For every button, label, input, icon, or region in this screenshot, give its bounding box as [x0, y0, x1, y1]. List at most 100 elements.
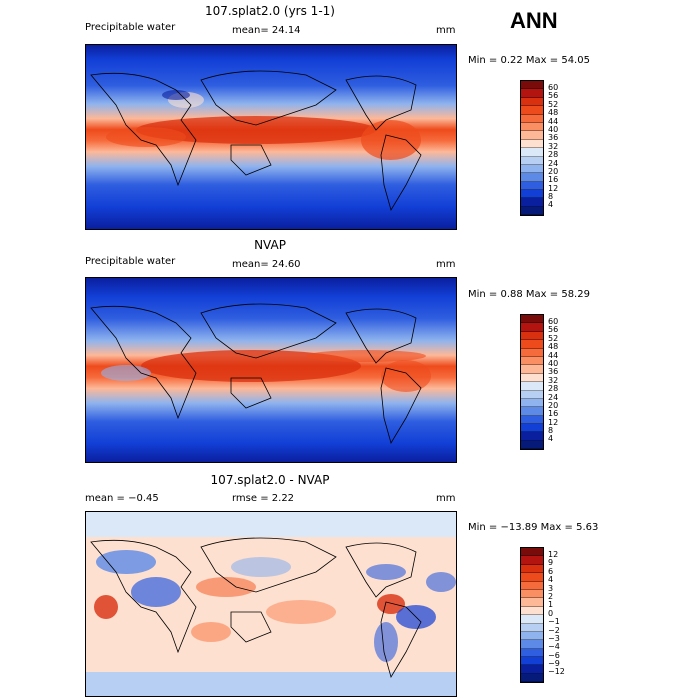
colorbar-swatch: [521, 139, 543, 149]
colorbar-swatch: [521, 556, 543, 565]
colorbar-swatch: [521, 665, 543, 674]
panel-minmax-label: Min = 0.88 Max = 58.29: [468, 289, 590, 300]
panel-mean-label: mean= 24.14: [232, 25, 301, 36]
colorbar: [520, 80, 544, 217]
panel-title: NVAP: [254, 238, 286, 252]
colorbar-swatch: [521, 390, 543, 399]
colorbar-swatch: [521, 97, 543, 107]
colorbar-swatch: [521, 340, 543, 349]
season-label: ANN: [510, 8, 558, 33]
colorbar-swatch: [521, 432, 543, 441]
colorbar-tick-label: −6: [548, 650, 560, 660]
panel-units-label: mm: [436, 259, 456, 270]
colorbar-tick-label: −12: [548, 667, 565, 677]
colorbar-tick-label: 12: [548, 183, 559, 193]
colorbar-tick-label: 60: [548, 83, 559, 92]
colorbar-tick-label: 40: [548, 124, 559, 134]
colorbar-swatch: [521, 365, 543, 374]
colorbar-swatch: [521, 190, 543, 199]
colorbar-tick-label: 48: [548, 342, 559, 352]
colorbar-tick-label: 56: [548, 91, 559, 101]
colorbar-tick-label: −1: [548, 617, 560, 627]
colorbar-tick-label: 0: [548, 608, 554, 618]
colorbar-tick-label: 24: [548, 158, 559, 168]
panel-rmse-label: rmse = 2.22: [232, 493, 295, 504]
colorbar-swatch: [521, 598, 543, 607]
colorbar-tick-label: −3: [548, 633, 560, 643]
colorbar-swatch: [521, 407, 543, 416]
colorbar-swatch: [521, 398, 543, 408]
colorbar-tick-label: −4: [548, 642, 560, 652]
colorbar-swatch: [521, 589, 543, 599]
colorbar-swatch: [521, 114, 543, 123]
colorbar-tick-label: 52: [548, 333, 559, 343]
colorbar-tick-label: 3: [548, 583, 554, 593]
colorbar-tick-label: 40: [548, 358, 559, 368]
colorbar-swatch: [521, 106, 543, 115]
colorbar-swatch: [521, 206, 543, 216]
precipitable-water-map: [85, 277, 457, 463]
colorbar-tick-label: 20: [548, 166, 559, 176]
colorbar-tick-label: 48: [548, 108, 559, 118]
colorbar-swatch: [521, 673, 543, 683]
difference-map: [85, 511, 457, 697]
panel-units-label: mm: [436, 25, 456, 36]
colorbar-tick-label: 16: [548, 409, 559, 419]
colorbar-tick-label: 4: [548, 575, 554, 585]
colorbar-swatch: [521, 348, 543, 357]
panel-title: 107.splat2.0 - NVAP: [210, 473, 330, 487]
colorbar-tick-label: 8: [548, 426, 554, 436]
panel-minmax-label: Min = 0.22 Max = 54.05: [468, 55, 590, 66]
colorbar-tick-label: 6: [548, 566, 554, 576]
colorbar-tick-label: 4: [548, 200, 554, 210]
precipitable-water-map: [85, 44, 457, 230]
colorbar-swatch: [521, 623, 543, 632]
colorbar-swatch: [521, 573, 543, 582]
colorbar-swatch: [521, 564, 543, 574]
colorbar-tick-label: 20: [548, 400, 559, 410]
colorbar-swatch: [521, 156, 543, 165]
colorbar-labels: 60 56 52 48 44 40 36 32 28 24 20 16 12 8…: [548, 83, 559, 210]
colorbar-swatch: [521, 181, 543, 191]
colorbar-swatch: [521, 548, 543, 557]
panel-mean-label: mean= 24.60: [232, 259, 301, 270]
colorbar-tick-label: 4: [548, 434, 554, 444]
colorbar-swatch: [521, 631, 543, 641]
colorbar-swatch: [521, 81, 543, 90]
panel-variable-label: Precipitable water: [85, 22, 176, 33]
colorbar-tick-label: 28: [548, 150, 559, 160]
panel-variable-label: Precipitable water: [85, 256, 176, 267]
colorbar: [520, 547, 544, 684]
colorbar-swatch: [521, 648, 543, 658]
colorbar-tick-label: 44: [548, 116, 559, 126]
colorbar-swatch: [521, 148, 543, 157]
colorbar-swatch: [521, 615, 543, 624]
colorbar-swatch: [521, 164, 543, 174]
colorbar-swatch: [521, 356, 543, 366]
colorbar-tick-label: 12: [548, 417, 559, 427]
colorbar-tick-label: 16: [548, 175, 559, 185]
colorbar-swatch: [521, 606, 543, 616]
panel-title: 107.splat2.0 (yrs 1-1): [205, 4, 335, 18]
colorbar-swatch: [521, 173, 543, 182]
colorbar-swatch: [521, 89, 543, 98]
colorbar-tick-label: 44: [548, 350, 559, 360]
colorbar-tick-label: 24: [548, 392, 559, 402]
colorbar-swatch: [521, 657, 543, 666]
panel-minmax-label: Min = −13.89 Max = 5.63: [468, 522, 599, 533]
colorbar-swatch: [521, 331, 543, 341]
colorbar-tick-label: 36: [548, 133, 559, 143]
colorbar-tick-label: 9: [548, 558, 554, 568]
colorbar-swatch: [521, 323, 543, 332]
colorbar-tick-label: 52: [548, 99, 559, 109]
colorbar-swatch: [521, 640, 543, 649]
colorbar-swatch: [521, 122, 543, 132]
colorbar-tick-label: −2: [548, 625, 560, 635]
colorbar-tick-label: 12: [548, 550, 559, 559]
colorbar-tick-label: 8: [548, 192, 554, 202]
colorbar-swatch: [521, 382, 543, 391]
colorbar-swatch: [521, 315, 543, 324]
colorbar-labels: 12 9 6 4 3 2 1 0 −1 −2 −3 −4 −6 −9 −12: [548, 550, 565, 677]
colorbar-swatch: [521, 581, 543, 590]
colorbar-tick-label: 1: [548, 600, 554, 610]
